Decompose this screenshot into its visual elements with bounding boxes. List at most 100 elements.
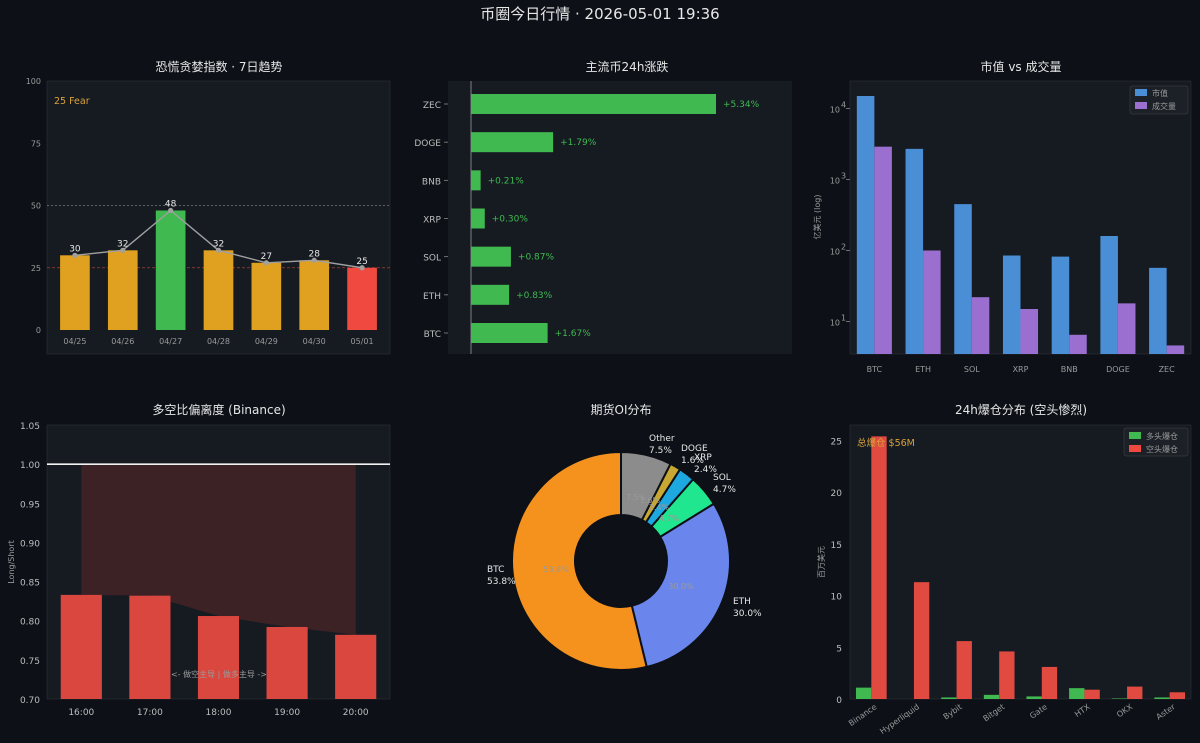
- fear-greed-bars: [60, 210, 377, 330]
- long-short-x-tick: 16:00: [68, 708, 94, 718]
- long-short-bar: [129, 595, 171, 699]
- volume-bar: [971, 297, 990, 354]
- fear-greed-y-axis: 0 25 50 75 100: [26, 77, 41, 335]
- mcap-volume-legend: 市值 成交量: [1129, 85, 1189, 115]
- long-short-y-tick: 1.00: [20, 461, 40, 471]
- fear-greed-trend-point: [72, 252, 78, 258]
- short-liquidation-bar: [1127, 686, 1143, 699]
- long-short-bar: [335, 634, 377, 699]
- oi-slice-eth: [630, 502, 731, 669]
- fear-greed-bar: [60, 255, 90, 330]
- change-24h-value-label: +0.83%: [516, 291, 553, 301]
- mcap-volume-title: 市值 vs 成交量: [981, 59, 1062, 74]
- mcap-volume-y-tick: 10: [830, 177, 840, 186]
- change-24h-y-tick: BTC: [424, 330, 441, 340]
- mcap-volume-y-tick-exp: 1: [841, 314, 846, 323]
- oi-slice-name-label: Other: [649, 434, 675, 444]
- liquidations-plot-area: [849, 424, 1192, 700]
- mcap-bar: [954, 204, 972, 354]
- long-liquidation-bar: [1069, 688, 1085, 699]
- oi-slice-name-label: BTC: [487, 565, 504, 575]
- change-24h-value-label: +0.30%: [492, 215, 529, 225]
- oi-slice-inner-pct-label: 1.6%: [640, 496, 661, 505]
- long-short-y-tick: 0.80: [20, 618, 40, 628]
- fear-greed-value-label: 27: [261, 252, 272, 262]
- change-24h-y-axis: ZEC DOGE BNB XRP SOL ETH BTC: [414, 101, 448, 340]
- mcap-bar: [1051, 256, 1070, 354]
- fear-greed-bar: [347, 267, 377, 330]
- change-24h-bar: [471, 208, 485, 229]
- change-24h-bars: [471, 94, 716, 343]
- fear-greed-bar: [155, 210, 186, 330]
- fear-greed-trend-point: [215, 247, 222, 253]
- long-liquidation-bar: [983, 694, 1000, 699]
- fear-greed-x-tick: 04/29: [255, 337, 278, 346]
- oi-slice-outer-pct-label: 1.6%: [681, 456, 704, 466]
- fear-greed-y-tick: 50: [31, 202, 41, 211]
- long-short-y-tick: 0.90: [20, 539, 40, 549]
- fear-greed-bar: [251, 262, 282, 330]
- mcap-bar: [1002, 255, 1021, 354]
- mcap-volume-x-tick: BNB: [1061, 365, 1078, 374]
- change-24h-value-labels: +5.34% +1.79% +0.21% +0.30% +0.87% +0.83% +1.6…: [488, 100, 760, 339]
- oi-pie-labels: BTC 53.8% 53.8% ETH 30.0% 30.0% SOL 4.7% 4.7% XRP…: [487, 434, 762, 619]
- change-24h-y-tick: BNB: [422, 177, 441, 187]
- fear-greed-x-tick: 04/25: [63, 337, 86, 346]
- long-short-x-tick: 18:00: [206, 708, 232, 718]
- fear-greed-value-label: 32: [213, 239, 224, 249]
- fear-greed-value-label: 48: [165, 199, 177, 209]
- fear-greed-y-tick: 25: [31, 264, 41, 273]
- legend-label-long-liq: 多头爆仓: [1146, 431, 1178, 441]
- mcap-volume-y-tick: 10: [830, 248, 840, 257]
- long-liquidation-bar: [855, 687, 872, 699]
- long-short-title: 多空比偏离度 (Binance): [152, 402, 285, 417]
- oi-slice-name-label: DOGE: [681, 444, 708, 454]
- change-24h-value-label: +0.21%: [488, 176, 525, 186]
- volume-bar: [1166, 345, 1185, 354]
- fear-greed-bar: [107, 250, 138, 330]
- change-24h-y-tick: XRP: [423, 216, 441, 226]
- legend-label-short-liq: 空头爆仓: [1146, 444, 1178, 454]
- oi-slice-outer-pct-label: 30.0%: [733, 609, 762, 619]
- change-24h-bar: [471, 246, 511, 267]
- short-liquidation-bar: [913, 582, 930, 699]
- change-24h-plot-area: [448, 81, 792, 354]
- fear-greed-y-tick: 0: [36, 326, 41, 335]
- long-liquidation-bar: [1111, 698, 1128, 699]
- fear-greed-trend-point: [263, 260, 269, 266]
- oi-slice-inner-pct-label: 53.8%: [543, 565, 569, 574]
- fear-greed-x-axis: 04/25 04/26 04/27 04/28 04/29 04/30 05/01: [63, 337, 373, 346]
- mcap-volume-y-tick: 10: [830, 319, 840, 328]
- mcap-volume-x-tick: SOL: [964, 365, 980, 374]
- fear-greed-bar: [203, 250, 234, 330]
- long-short-y-tick: 0.75: [20, 657, 40, 667]
- volume-bar: [1069, 334, 1087, 354]
- change-24h-chart: 主流币24h涨跌 +5.34%+1.79%+0.21%+0.30%+0.87%+…: [414, 59, 792, 354]
- mcap-volume-x-tick: XRP: [1013, 365, 1029, 374]
- mcap-volume-y-tick-exp: 3: [841, 172, 846, 181]
- fear-greed-data-labels: 30 32 48 32 27 28 25: [69, 199, 368, 266]
- liquidations-y-tick: 0: [836, 696, 842, 706]
- oi-distribution-title: 期货OI分布: [591, 402, 652, 417]
- volume-bar: [1117, 303, 1136, 354]
- mcap-bar: [1149, 267, 1167, 354]
- liquidations-y-tick: 10: [831, 593, 843, 603]
- liquidations-annotation: 总爆仓 $56M: [857, 437, 915, 449]
- short-liquidation-bar: [956, 641, 972, 699]
- short-liquidation-bar: [1169, 692, 1186, 699]
- fear-greed-x-tick: 05/01: [351, 337, 374, 346]
- long-short-y-tick: 0.85: [20, 579, 40, 589]
- oi-slice-inner-pct-label: 4.7%: [659, 514, 680, 523]
- oi-slice-outer-pct-label: 53.8%: [487, 577, 516, 587]
- mcap-volume-x-tick: DOGE: [1106, 365, 1130, 374]
- fear-greed-x-tick: 04/27: [159, 337, 182, 346]
- fear-greed-trend-point: [359, 265, 365, 271]
- liquidations-bars: [855, 436, 1186, 699]
- mcap-volume-bars: [856, 95, 1185, 354]
- long-short-bar: [266, 626, 308, 699]
- volume-bar: [923, 250, 941, 354]
- liquidations-y-axis: 0 5 10 15 20 25: [831, 438, 843, 706]
- change-24h-y-tick: SOL: [423, 254, 441, 264]
- legend-swatch-short-liq: [1129, 445, 1141, 452]
